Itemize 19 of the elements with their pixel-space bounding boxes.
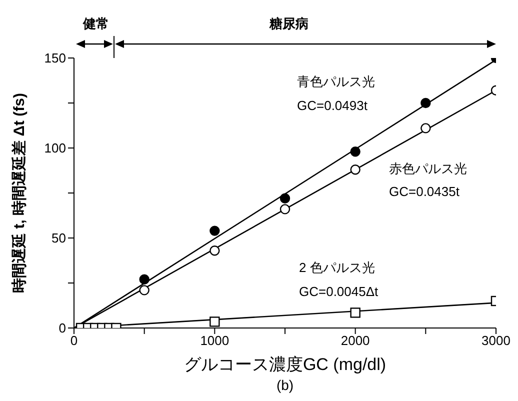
y-tick-label: 0 (58, 320, 66, 336)
x-tick-label: 2000 (340, 333, 370, 348)
x-axis-title: グルコース濃度GC (mg/dl) (184, 355, 386, 374)
y-axis-title: 時間遅延 t, 時間遅延差 Δt (fs) (10, 93, 28, 293)
y-tick-label: 100 (44, 140, 66, 156)
x-tick-label: 0 (70, 333, 78, 348)
annotation: 赤色パルス光 (389, 161, 467, 176)
y-tick-label: 50 (52, 230, 66, 246)
annotation: GC=0.0045Δt (299, 284, 379, 299)
annotation: GC=0.0435t (389, 184, 460, 199)
x-tick-label: 1000 (200, 333, 230, 348)
text: 健常 (82, 16, 109, 31)
y-tick-label: 150 (44, 50, 66, 66)
annotation: 2 色パルス光 (299, 260, 375, 275)
text: 糖尿病 (268, 16, 308, 31)
x-tick-label: 3000 (482, 333, 510, 348)
annotation: GC=0.0493t (297, 98, 368, 113)
annotation: 青色パルス光 (297, 74, 375, 89)
text: (b) (276, 377, 294, 393)
